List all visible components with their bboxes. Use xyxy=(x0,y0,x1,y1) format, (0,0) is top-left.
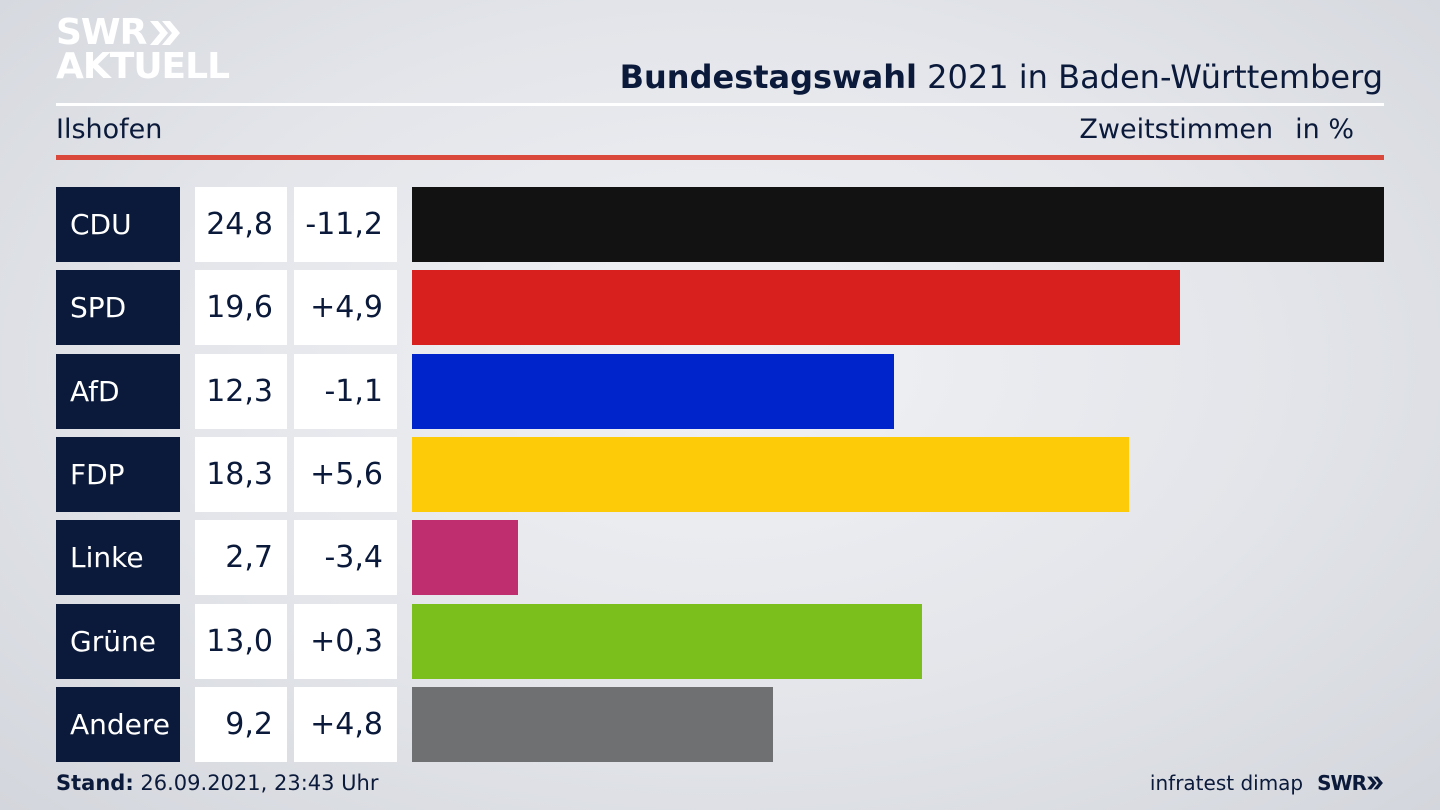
bar-row: CDU 24,8 -11,2 xyxy=(56,187,1384,262)
swr-brand: SWR xyxy=(1317,771,1384,795)
party-label: Linke xyxy=(56,520,180,596)
change-label: +4,8 xyxy=(294,686,397,762)
bar-row: FDP 18,3 +5,6 xyxy=(56,436,1384,512)
double-chevron-icon xyxy=(1367,776,1383,790)
party-label: Grüne xyxy=(56,603,180,679)
measure-unit: Zweitstimmen in % xyxy=(1079,114,1354,145)
party-label: FDP xyxy=(56,436,180,512)
party-label: CDU xyxy=(56,187,180,262)
logo-line2: AKTUELL xyxy=(56,46,230,87)
bar xyxy=(412,436,1130,512)
bar xyxy=(412,187,1384,262)
bar xyxy=(412,603,922,679)
bar xyxy=(412,686,773,762)
logo-line1: SWR xyxy=(56,12,147,53)
double-chevron-icon xyxy=(150,21,181,45)
value-label: 13,0 xyxy=(195,603,287,679)
bar-row: Linke 2,7 -3,4 xyxy=(56,520,1384,596)
bar xyxy=(412,270,1181,346)
region-name: Ilshofen xyxy=(56,114,163,145)
bar-row: AfD 12,3 -1,1 xyxy=(56,353,1384,429)
value-label: 19,6 xyxy=(195,270,287,346)
bar-row: Andere 9,2 +4,8 xyxy=(56,686,1384,762)
timestamp: Stand: 26.09.2021, 23:43 Uhr xyxy=(56,771,379,795)
bar xyxy=(412,353,895,429)
change-label: +0,3 xyxy=(294,603,397,679)
bar-row: SPD 19,6 +4,9 xyxy=(56,270,1384,346)
party-label: AfD xyxy=(56,353,180,429)
party-label: SPD xyxy=(56,270,180,346)
accent-divider xyxy=(56,155,1384,160)
party-label: Andere xyxy=(56,686,180,762)
source-name: infratest dimap xyxy=(1149,771,1304,795)
title-bold: Bundestagswahl xyxy=(619,58,917,96)
change-label: +4,9 xyxy=(294,270,397,346)
change-label: -3,4 xyxy=(294,520,397,596)
swr-brand-text: SWR xyxy=(1317,771,1367,795)
stand-value: 26.09.2021, 23:43 Uhr xyxy=(133,771,379,795)
change-label: -11,2 xyxy=(294,187,397,262)
value-label: 18,3 xyxy=(195,436,287,512)
bar-row: Grüne 13,0 +0,3 xyxy=(56,603,1384,679)
value-label: 24,8 xyxy=(195,187,287,262)
measure-label: Zweitstimmen xyxy=(1079,114,1274,145)
change-label: +5,6 xyxy=(294,436,397,512)
header-divider xyxy=(56,103,1384,106)
unit-label: in % xyxy=(1295,114,1354,145)
chart-title: Bundestagswahl 2021 in Baden-Württemberg xyxy=(620,58,1383,96)
value-label: 2,7 xyxy=(195,520,287,596)
value-label: 9,2 xyxy=(195,686,287,762)
value-label: 12,3 xyxy=(195,353,287,429)
title-rest: 2021 in Baden-Württemberg xyxy=(916,58,1383,96)
stand-label: Stand: xyxy=(56,771,134,795)
source-credit: infratest dimap SWR xyxy=(1150,771,1384,795)
bar xyxy=(412,520,518,596)
change-label: -1,1 xyxy=(294,353,397,429)
swr-aktuell-logo: SWR AKTUELL xyxy=(56,12,230,87)
